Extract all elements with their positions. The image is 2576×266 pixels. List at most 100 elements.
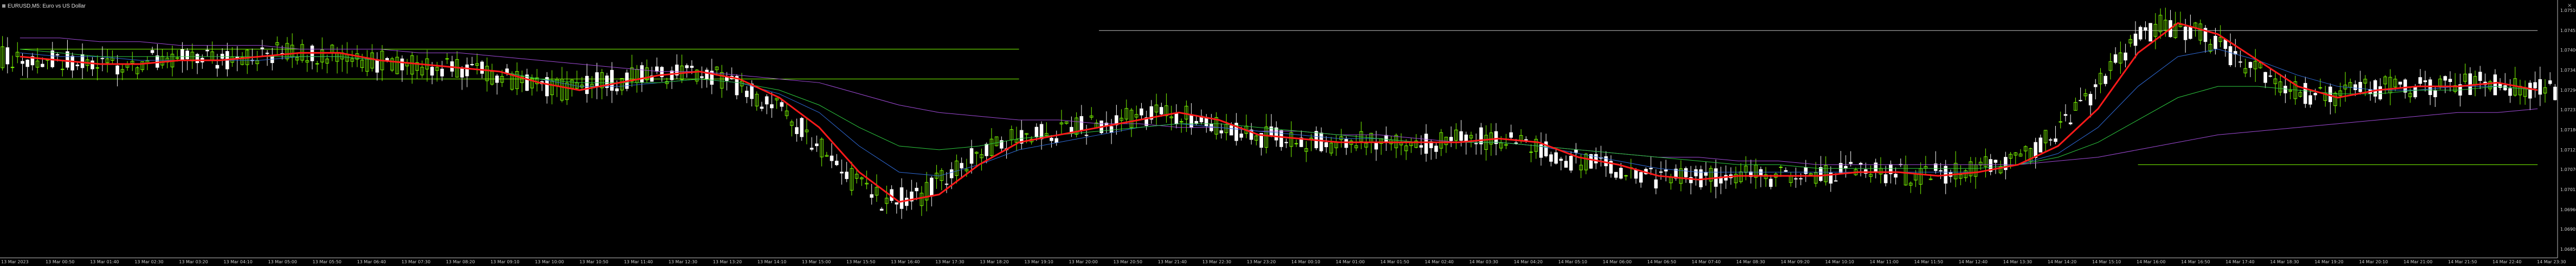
bull-candle — [1978, 162, 1983, 166]
bear-candle — [2148, 23, 2152, 42]
bear-candle — [2448, 79, 2452, 82]
bear-candle — [2263, 72, 2267, 83]
time-tick-label: 14 Mar 23:30 — [2537, 259, 2566, 264]
bull-candle — [2074, 102, 2077, 111]
bear-candle — [2418, 77, 2422, 84]
bull-candle — [565, 83, 569, 100]
moving-average-line — [20, 22, 2538, 203]
time-tick-label: 14 Mar 11:00 — [1869, 259, 1899, 264]
time-tick-label: 14 Mar 18:30 — [2270, 259, 2299, 264]
bear-candle — [1818, 167, 1823, 181]
bear-candle — [915, 187, 918, 192]
bull-candle — [475, 63, 479, 66]
bear-candle — [1549, 154, 1553, 162]
bear-candle — [745, 91, 749, 97]
bear-candle — [2548, 80, 2552, 84]
bear-candle — [80, 54, 85, 68]
bear-candle — [2503, 85, 2507, 91]
bull-candle — [2014, 152, 2018, 156]
bull-candle — [176, 57, 179, 59]
bear-candle — [460, 68, 464, 78]
bull-candle — [1339, 136, 1343, 140]
time-tick-label: 14 Mar 07:40 — [1692, 259, 1721, 264]
time-tick-label: 13 Mar 04:10 — [223, 259, 253, 264]
bull-candle — [924, 182, 929, 201]
price-tick-label: 1.07400 — [2560, 48, 2576, 53]
bull-candle — [645, 67, 649, 80]
bear-candle — [1449, 137, 1453, 141]
bear-candle — [1784, 170, 1788, 172]
bear-candle — [1694, 169, 1698, 176]
bull-candle — [2273, 78, 2277, 84]
bear-candle — [180, 49, 184, 61]
bear-candle — [840, 172, 844, 174]
bear-candle — [2533, 82, 2537, 88]
bull-candle — [2393, 79, 2397, 87]
bear-candle — [1569, 156, 1573, 171]
bear-candle — [1419, 145, 1423, 148]
bear-candle — [2378, 86, 2382, 99]
bull-candle — [1, 46, 4, 68]
time-tick-label: 14 Mar 17:40 — [2225, 259, 2255, 264]
bear-candle — [265, 53, 269, 54]
bull-candle — [1254, 135, 1258, 141]
bear-candle — [1934, 163, 1938, 171]
bear-candle — [195, 54, 199, 64]
bull-candle — [2153, 24, 2158, 37]
bull-candle — [105, 58, 109, 64]
time-tick-label: 13 Mar 19:10 — [1024, 259, 1053, 264]
bull-candle — [1969, 161, 1973, 176]
bear-candle — [760, 106, 764, 109]
bear-candle — [2398, 81, 2402, 85]
bull-candle — [295, 57, 299, 61]
bear-candle — [2189, 26, 2192, 39]
bull-candle — [515, 71, 519, 90]
bear-candle — [795, 127, 799, 134]
bull-candle — [1959, 174, 1963, 179]
close-icon[interactable]: × — [2567, 3, 2572, 9]
bull-candle — [1289, 132, 1293, 147]
bull-candle — [520, 76, 524, 83]
time-tick-label: 14 Mar 03:30 — [1469, 259, 1498, 264]
bull-candle — [2119, 52, 2122, 64]
bear-candle — [545, 77, 549, 97]
bull-candle — [500, 76, 504, 83]
bear-candle — [1259, 133, 1263, 148]
bull-candle — [420, 67, 424, 75]
bear-candle — [904, 198, 909, 206]
bull-candle — [435, 67, 439, 71]
bear-candle — [2353, 84, 2357, 90]
bull-candle — [140, 61, 144, 70]
bull-candle — [850, 168, 854, 191]
bear-candle — [1509, 132, 1513, 138]
bull-candle — [600, 72, 604, 88]
bull-candle — [1739, 172, 1743, 182]
bear-candle — [2203, 28, 2208, 42]
bull-candle — [975, 151, 979, 154]
bear-candle — [685, 65, 689, 68]
bear-candle — [2144, 27, 2147, 31]
bear-candle — [1054, 138, 1059, 143]
time-tick-label: 14 Mar 08:30 — [1736, 259, 1765, 264]
bull-candle — [590, 84, 594, 87]
bear-candle — [879, 208, 884, 211]
bull-candle — [350, 58, 354, 62]
time-tick-label: 13 Mar 20:50 — [1113, 259, 1143, 264]
time-tick-label: 14 Mar 13:30 — [2003, 259, 2033, 264]
bear-candle — [2413, 86, 2417, 98]
bull-candle — [580, 85, 584, 88]
bear-candle — [2373, 80, 2377, 97]
time-tick-label: 13 Mar 09:10 — [490, 259, 520, 264]
bear-candle — [1274, 127, 1278, 141]
bull-candle — [630, 67, 634, 82]
time-tick-label: 14 Mar 22:40 — [2492, 259, 2522, 264]
bull-candle — [1734, 174, 1738, 183]
time-tick-label: 13 Mar 02:30 — [134, 259, 164, 264]
bear-candle — [830, 155, 834, 161]
chart-title: EURUSD,M5: Euro vs US Dollar — [2, 3, 86, 9]
bear-candle — [70, 55, 74, 71]
time-tick-label: 13 Mar 10:50 — [579, 259, 609, 264]
bear-candle — [2124, 52, 2127, 61]
time-tick-label: 13 Mar 06:40 — [357, 259, 386, 264]
